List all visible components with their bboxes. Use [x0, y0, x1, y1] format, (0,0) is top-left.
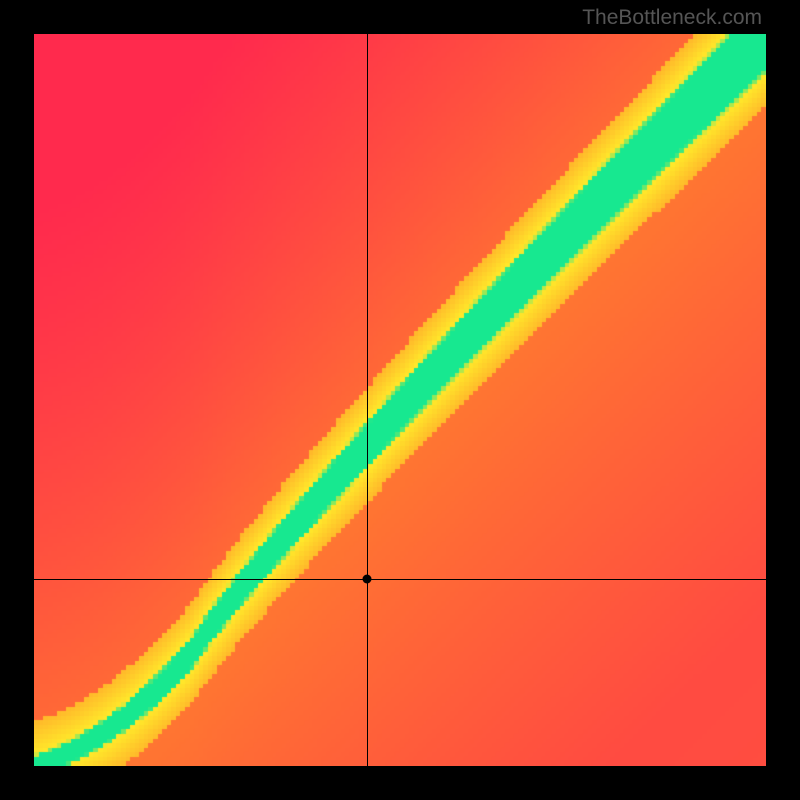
heatmap-plot: [34, 34, 766, 766]
crosshair-horizontal-line: [34, 579, 766, 580]
crosshair-dot: [363, 575, 372, 584]
heatmap-canvas: [34, 34, 766, 766]
crosshair-vertical-line: [367, 34, 368, 766]
watermark-text: TheBottleneck.com: [582, 6, 762, 30]
